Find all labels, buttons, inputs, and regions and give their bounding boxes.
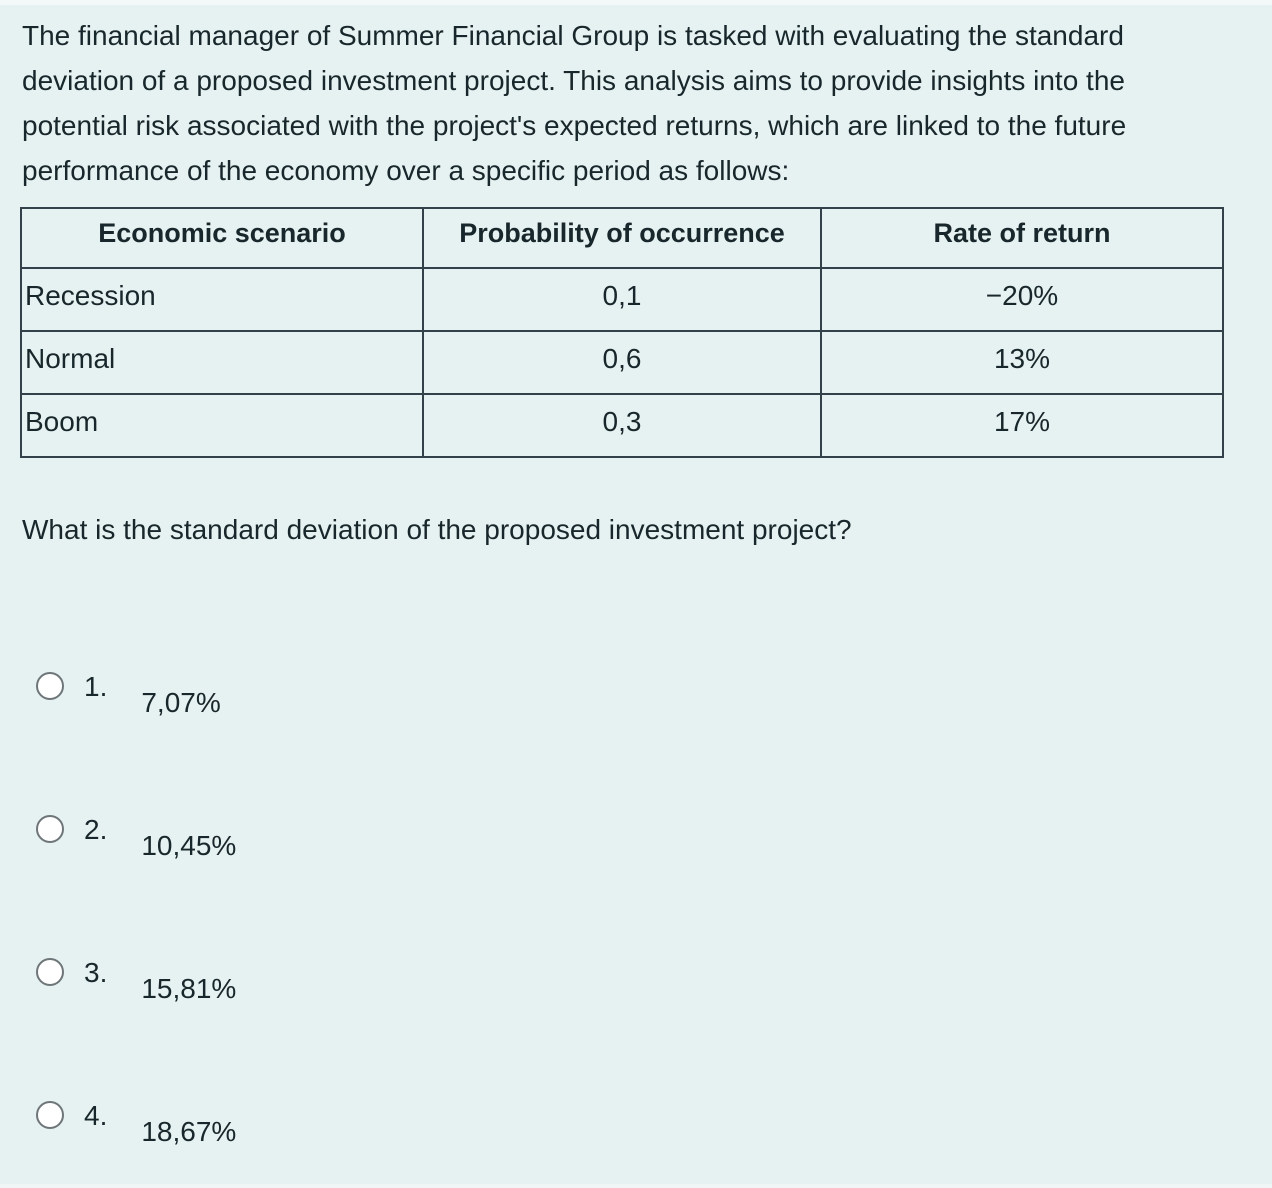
option-value: 10,45% xyxy=(141,830,237,861)
option-number: 1. xyxy=(84,671,108,702)
bottom-edge-strip xyxy=(0,1184,1272,1188)
probability-cell: 0,3 xyxy=(422,393,822,458)
col-header-economic-scenario: Economic scenario xyxy=(20,207,424,269)
table-row: Normal 0,6 13% xyxy=(20,330,1224,395)
question-content: The financial manager of Summer Financia… xyxy=(20,20,1248,1148)
scenario-cell: Recession xyxy=(20,267,424,332)
option-value: 7,07% xyxy=(141,687,221,718)
table-header-row: Economic scenario Probability of occurre… xyxy=(20,207,1224,269)
radio-button-option-2[interactable] xyxy=(36,815,64,843)
option-value: 15,81% xyxy=(141,973,237,1004)
scenario-cell: Boom xyxy=(20,393,424,458)
table-row: Recession 0,1 −20% xyxy=(20,267,1224,332)
probability-cell: 0,1 xyxy=(422,267,822,332)
probability-cell: 0,6 xyxy=(422,330,822,395)
option-number: 3. xyxy=(84,957,108,988)
col-header-rate-of-return: Rate of return xyxy=(820,207,1224,269)
option-number: 4. xyxy=(84,1100,108,1131)
table-row: Boom 0,3 17% xyxy=(20,393,1224,458)
radio-button-option-4[interactable] xyxy=(36,1101,64,1129)
option-number: 2. xyxy=(84,814,108,845)
scenario-cell: Normal xyxy=(20,330,424,395)
rate-cell: 17% xyxy=(820,393,1224,458)
answer-option-3: 3. 15,81% xyxy=(22,957,1248,1005)
top-edge-strip xyxy=(0,0,1272,5)
radio-button-option-3[interactable] xyxy=(36,958,64,986)
col-header-probability: Probability of occurrence xyxy=(422,207,822,269)
question-intro-text: The financial manager of Summer Financia… xyxy=(22,20,1127,186)
rate-cell: −20% xyxy=(820,267,1224,332)
rate-cell: 13% xyxy=(820,330,1224,395)
answer-option-4: 4. 18,67% xyxy=(22,1100,1248,1148)
radio-button-option-1[interactable] xyxy=(36,672,64,700)
answer-options: 1. 7,07% 2. 10,45% 3. 15,81% 4. 18,67% xyxy=(22,671,1248,1148)
scenario-table: Economic scenario Probability of occurre… xyxy=(20,207,1224,458)
answer-option-1: 1. 7,07% xyxy=(22,671,1248,719)
option-value: 18,67% xyxy=(141,1116,237,1147)
question-text: What is the standard deviation of the pr… xyxy=(22,514,852,545)
answer-option-2: 2. 10,45% xyxy=(22,814,1248,862)
